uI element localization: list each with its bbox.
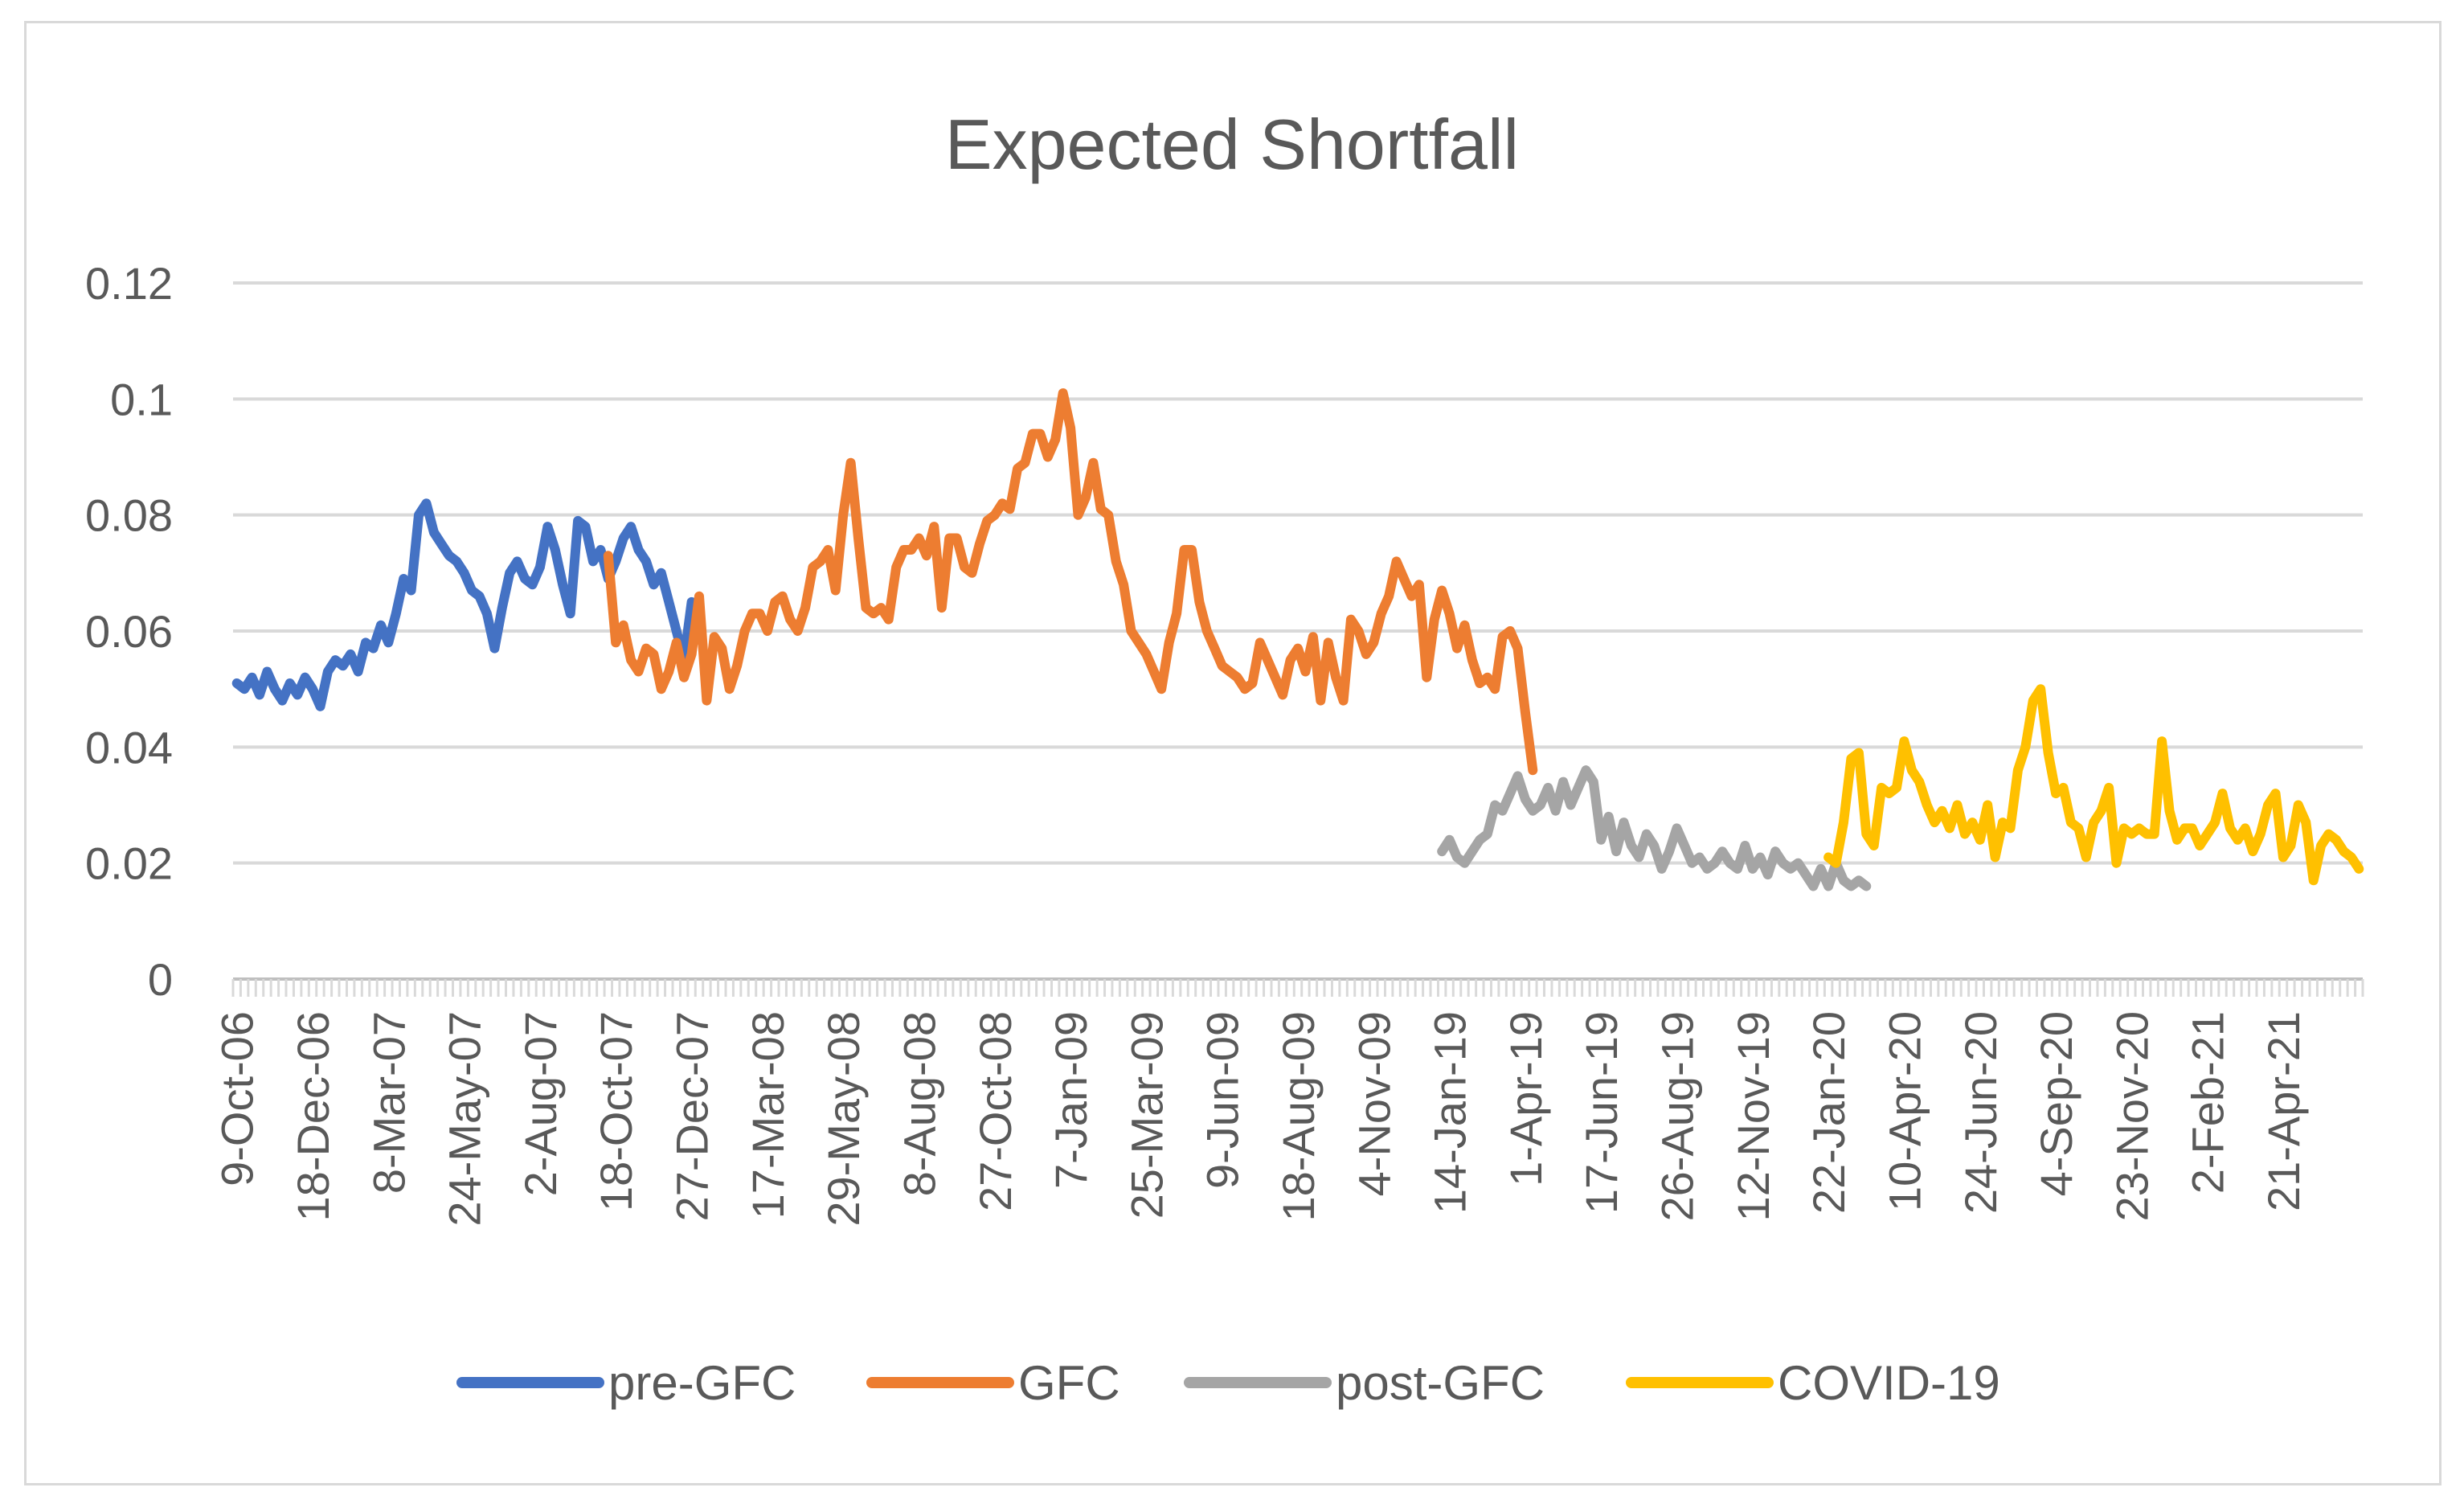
y-tick-label: 0.12	[85, 258, 173, 309]
x-tick-label: 8-Aug-08	[894, 1011, 944, 1196]
x-tick-label: 9-Jun-09	[1197, 1011, 1248, 1189]
x-tick-label: 2-Aug-07	[515, 1011, 566, 1196]
x-tick-label: 7-Jan-09	[1046, 1011, 1096, 1189]
y-tick-label: 0.1	[110, 374, 173, 424]
y-tick-label: 0.04	[85, 722, 173, 772]
series-line-covid-19	[1823, 684, 2364, 886]
legend-label: GFC	[1018, 1356, 1120, 1410]
x-tick-label: 22-Jan-20	[1803, 1011, 1854, 1214]
x-tick-label: 2-Feb-21	[2183, 1011, 2233, 1194]
legend-label: COVID-19	[1778, 1356, 2000, 1410]
x-tick-label: 14-Jan-19	[1425, 1011, 1476, 1214]
plot-series	[231, 388, 2364, 891]
legend-label: post-GFC	[1336, 1356, 1545, 1410]
series-line-post-gfc	[1437, 765, 1872, 891]
legend-label: pre-GFC	[608, 1356, 796, 1410]
x-tick-label: 8-Mar-07	[363, 1011, 414, 1194]
y-tick-label: 0.08	[85, 490, 173, 541]
x-tick-label: 24-May-07	[440, 1011, 490, 1227]
x-tick-label: 27-Oct-08	[970, 1011, 1021, 1211]
x-tick-label: 10-Apr-20	[1879, 1011, 1930, 1211]
x-tick-label: 25-Mar-09	[1121, 1011, 1172, 1219]
legend: pre-GFC GFC post-GFC COVID-19	[456, 1356, 2000, 1410]
chart-area	[24, 21, 2441, 1485]
series-line-pre-gfc	[231, 498, 697, 711]
x-tick-label: 27-Dec-07	[667, 1011, 718, 1221]
x-tick-label: 24-Jun-20	[1955, 1011, 2006, 1214]
x-tick-label: 18-Oct-07	[591, 1011, 641, 1211]
x-tick-label: 12-Nov-19	[1728, 1011, 1778, 1221]
x-tick-label: 26-Aug-19	[1652, 1011, 1703, 1222]
y-axis: 0 0.02 0.04 0.06 0.08 0.1 0.12	[85, 258, 173, 1005]
y-tick-label: 0.06	[85, 606, 173, 657]
y-tick-label: 0.02	[85, 838, 173, 889]
x-tick-label: 18-Dec-06	[288, 1011, 338, 1221]
series-line-gfc	[603, 388, 1538, 776]
x-tick-label: 23-Nov-20	[2106, 1011, 2157, 1221]
x-tick-label: 1-Apr-19	[1500, 1011, 1551, 1186]
x-tick-label: 18-Aug-09	[1273, 1011, 1324, 1222]
x-tick-label: 29-May-08	[818, 1011, 869, 1227]
y-tick-label: 0	[148, 954, 173, 1005]
gridlines	[233, 281, 2363, 981]
x-tick-label: 4-Sep-20	[2031, 1011, 2081, 1196]
x-tick-label: 17-Jun-19	[1576, 1011, 1627, 1214]
chart-title: Expected Shortfall	[945, 104, 1519, 184]
x-tick-label: 4-Nov-09	[1349, 1011, 1399, 1196]
x-tick-label: 9-Oct-06	[212, 1011, 263, 1186]
x-tick-label: 17-Mar-08	[743, 1011, 793, 1219]
x-axis: 9-Oct-06 18-Dec-06 8-Mar-07 24-May-07 2-Aug-…	[212, 979, 2364, 1227]
x-tick-label: 21-Apr-21	[2258, 1011, 2309, 1211]
